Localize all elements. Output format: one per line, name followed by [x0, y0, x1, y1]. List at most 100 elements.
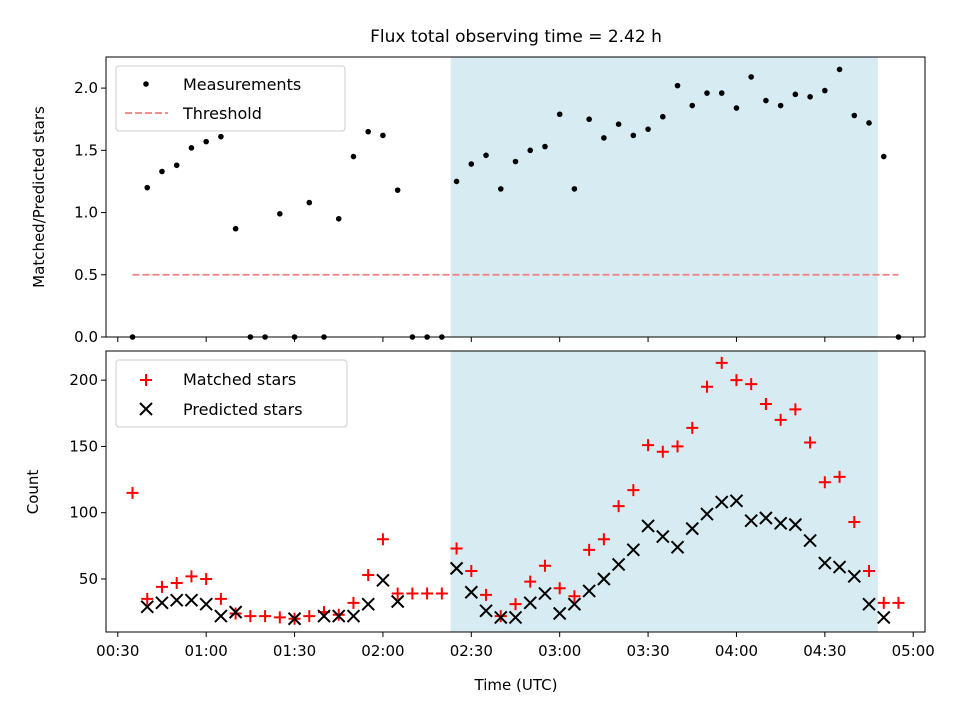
legend-label-threshold: Threshold: [182, 104, 262, 123]
predicted-star-point: [641, 519, 655, 533]
matched-star-point: [273, 611, 286, 624]
matched-star-point: [671, 440, 684, 453]
measurement-point: [704, 90, 710, 96]
predicted-star-point: [538, 586, 552, 601]
time-x-tick-label: 03:30: [626, 642, 669, 660]
matched-star-point: [126, 486, 139, 499]
measurement-point: [807, 94, 813, 100]
measurement-point: [660, 113, 666, 120]
ratio-axis-ticks: 0.0 0.5 1.0 1.5 2.0: [74, 79, 914, 346]
predicted-star-point: [832, 560, 847, 574]
matched-star-point: [583, 543, 596, 556]
predicted-star-point: [317, 609, 331, 623]
measurement-point: [718, 90, 725, 96]
matched-star-point: [848, 515, 861, 528]
predicted-star-point: [361, 597, 375, 611]
matched-star-point: [141, 592, 154, 605]
measurement-point: [306, 199, 313, 206]
matched-star-point: [155, 580, 168, 593]
observing-window-top: [450, 57, 878, 337]
measurement-point: [630, 132, 637, 139]
matched-star-point: [745, 378, 758, 391]
predicted-star-point: [877, 610, 891, 625]
ratio-y-tick-label: 2.0: [74, 79, 98, 97]
measurement-point: [615, 121, 622, 127]
predicted-star-point: [597, 572, 611, 586]
measurement-point: [144, 184, 151, 191]
measurement-point: [822, 87, 828, 94]
predicted-star-point: [376, 573, 390, 588]
measurement-point: [866, 120, 872, 126]
matched-star-point: [553, 582, 566, 595]
predicted-star-point: [656, 529, 670, 544]
predicted-star-point: [155, 596, 169, 610]
ratio-y-tick-label: 0.0: [74, 328, 98, 346]
predicted-star-point: [685, 521, 699, 536]
matched-star-point: [656, 445, 669, 458]
measurement-point: [203, 138, 209, 145]
predicted-star-point: [847, 569, 862, 584]
predicted-star-point: [214, 609, 228, 623]
measurement-point: [335, 215, 342, 222]
ratio-y-tick-label: 1.0: [74, 204, 98, 222]
measurement-point: [453, 178, 460, 185]
predicted-star-point: [184, 593, 199, 607]
ratio-legend-box: [115, 65, 346, 132]
predicted-star-point: [169, 593, 184, 607]
matched-star-point: [450, 542, 463, 555]
measurement-point: [218, 133, 224, 140]
predicted-star-point: [287, 612, 302, 626]
measurement-point: [159, 168, 165, 175]
count-panel-frame: [105, 350, 926, 633]
measurement-point: [586, 116, 592, 123]
predicted-star-point: [744, 513, 758, 528]
measurement-point: [733, 105, 740, 111]
matched-star-point: [789, 403, 802, 416]
matched-star-point: [214, 592, 227, 605]
matched-star-point: [538, 559, 551, 572]
measurement-point: [542, 143, 548, 150]
measurement-point: [571, 186, 578, 192]
predicted-star-point: [788, 517, 803, 532]
matched-star-point: [406, 587, 419, 600]
measurement-point: [365, 128, 371, 135]
legend-marker-measurements: [143, 81, 149, 87]
matched-star-point: [435, 587, 448, 600]
predicted-star-point: [567, 597, 582, 611]
chart-title: Flux total observing time = 2.42 h: [370, 27, 662, 47]
measurement-point: [556, 111, 563, 118]
measurement-point: [512, 158, 519, 165]
matched-star-point: [200, 572, 213, 585]
count-y-tick-label: 100: [69, 504, 98, 522]
count-y-tick-label: 50: [79, 570, 98, 588]
matched-star-point: [730, 374, 743, 387]
measurement-point: [350, 153, 357, 160]
time-x-tick-label: 02:00: [361, 642, 404, 660]
time-x-tick-label: 04:30: [803, 642, 846, 660]
count-axis-ticks: 50 100 150 200 00:30 01:00 01:30 02:00 02:30 03:0…: [69, 371, 934, 660]
matched-star-point: [774, 413, 787, 426]
measurement-point: [173, 162, 180, 169]
time-x-tick-label: 00:30: [96, 642, 139, 660]
measurement-point: [689, 102, 696, 109]
predicted-star-point: [552, 606, 567, 621]
time-axis-label: Time (UTC): [474, 676, 558, 694]
predicted-star-point: [715, 495, 729, 509]
matched-star-point: [391, 587, 404, 600]
ratio-y-tick-label: 1.5: [74, 141, 98, 159]
predicted-star-point: [523, 596, 537, 610]
predicted-star-points: [140, 494, 891, 626]
matched-star-point: [892, 596, 905, 609]
observing-window-bottom: [450, 351, 878, 632]
matched-star-point: [362, 569, 375, 582]
count-panel: 50 100 150 200 00:30 01:00 01:30 02:00 02:30 03:0…: [24, 350, 935, 694]
measurement-point: [232, 225, 239, 232]
legend-marker-matched: [140, 374, 152, 386]
predicted-star-point: [464, 585, 479, 599]
predicted-star-point: [479, 604, 493, 618]
time-x-tick-label: 02:30: [450, 642, 493, 660]
predicted-star-point: [228, 605, 243, 619]
matched-star-point: [804, 436, 817, 449]
count-legend: Matched stars Predicted stars: [115, 359, 348, 428]
matched-star-point: [303, 610, 316, 623]
